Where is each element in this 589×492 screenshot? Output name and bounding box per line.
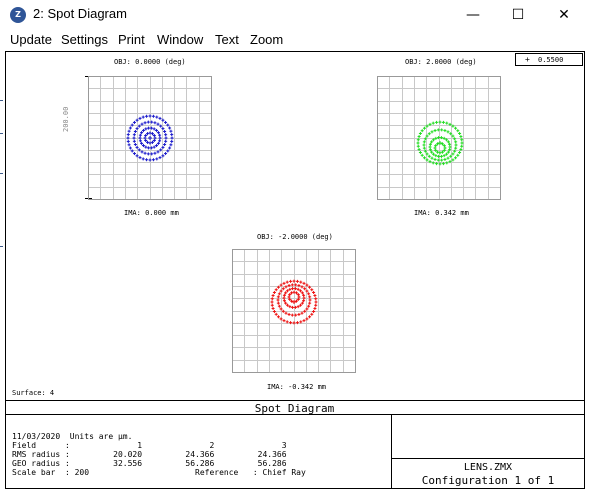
wavelength-legend: + 0.5500	[515, 53, 583, 66]
plot-1-image-label: IMA: 0.000 mm	[124, 209, 179, 217]
footer-divider	[391, 414, 392, 489]
spot-plot-3	[232, 249, 356, 373]
menu-text[interactable]: Text	[215, 32, 239, 47]
menu-update[interactable]: Update	[10, 32, 52, 47]
background-window-edge	[0, 100, 3, 101]
maximize-button[interactable]: ☐	[511, 7, 525, 23]
plot-3-image-label: IMA: -0.342 mm	[267, 383, 327, 391]
minimize-button[interactable]: —	[466, 7, 480, 23]
window-title: 2: Spot Diagram	[33, 6, 127, 21]
background-window-edge	[0, 173, 3, 174]
spot-plot-1	[88, 76, 212, 200]
lens-file-name: LENS.ZMX	[463, 462, 513, 473]
legend-wavelength: 0.5500	[538, 56, 564, 64]
ray-markers	[270, 279, 318, 325]
plot-2-image-label: IMA: 0.342 mm	[414, 209, 469, 217]
app-icon: Z	[10, 7, 26, 23]
footer-top-border	[5, 400, 585, 401]
menu-print[interactable]: Print	[118, 32, 145, 47]
menu-bar: Update Settings Print Window Text Zoom	[0, 30, 589, 50]
info-line-field: Field : 1 2 3	[12, 441, 287, 450]
title-bar: Z 2: Spot Diagram — ☐ ✕	[0, 0, 589, 30]
background-window-edge	[0, 246, 3, 247]
plot-border	[88, 76, 212, 200]
info-line-geo: GEO radius : 32.556 56.286 56.286	[12, 459, 287, 468]
footer-title-border	[5, 414, 585, 415]
close-button[interactable]: ✕	[558, 7, 570, 23]
menu-settings[interactable]: Settings	[61, 32, 108, 47]
plot-border	[377, 76, 501, 200]
plot-border	[232, 249, 356, 373]
background-window-edge	[0, 133, 3, 134]
menu-window[interactable]: Window	[157, 32, 204, 47]
configuration-label: Configuration 1 of 1	[421, 474, 555, 487]
info-line-scale: Scale bar : 200 Reference : Chief Ray	[12, 468, 306, 477]
footer-right-divider	[391, 458, 585, 459]
legend-marker: +	[525, 55, 530, 64]
footer-info: 11/03/2020 Units are µm. Field : 1 2 3 R…	[12, 432, 306, 477]
info-line-rms: RMS radius : 20.020 24.366 24.366	[12, 450, 287, 459]
plot-1-object-label: OBJ: 0.0000 (deg)	[114, 58, 186, 66]
info-line-date: 11/03/2020 Units are µm.	[12, 432, 133, 441]
plot-grid	[232, 249, 356, 373]
spot-plot-2	[377, 76, 501, 200]
plot-2-object-label: OBJ: 2.0000 (deg)	[405, 58, 477, 66]
ray-markers	[126, 114, 174, 162]
surface-label: Surface: 4	[12, 389, 55, 397]
ray-markers	[416, 120, 464, 166]
menu-zoom[interactable]: Zoom	[250, 32, 284, 47]
footer-title: Spot Diagram	[254, 402, 335, 415]
plot-3-object-label: OBJ: -2.0000 (deg)	[257, 233, 333, 241]
